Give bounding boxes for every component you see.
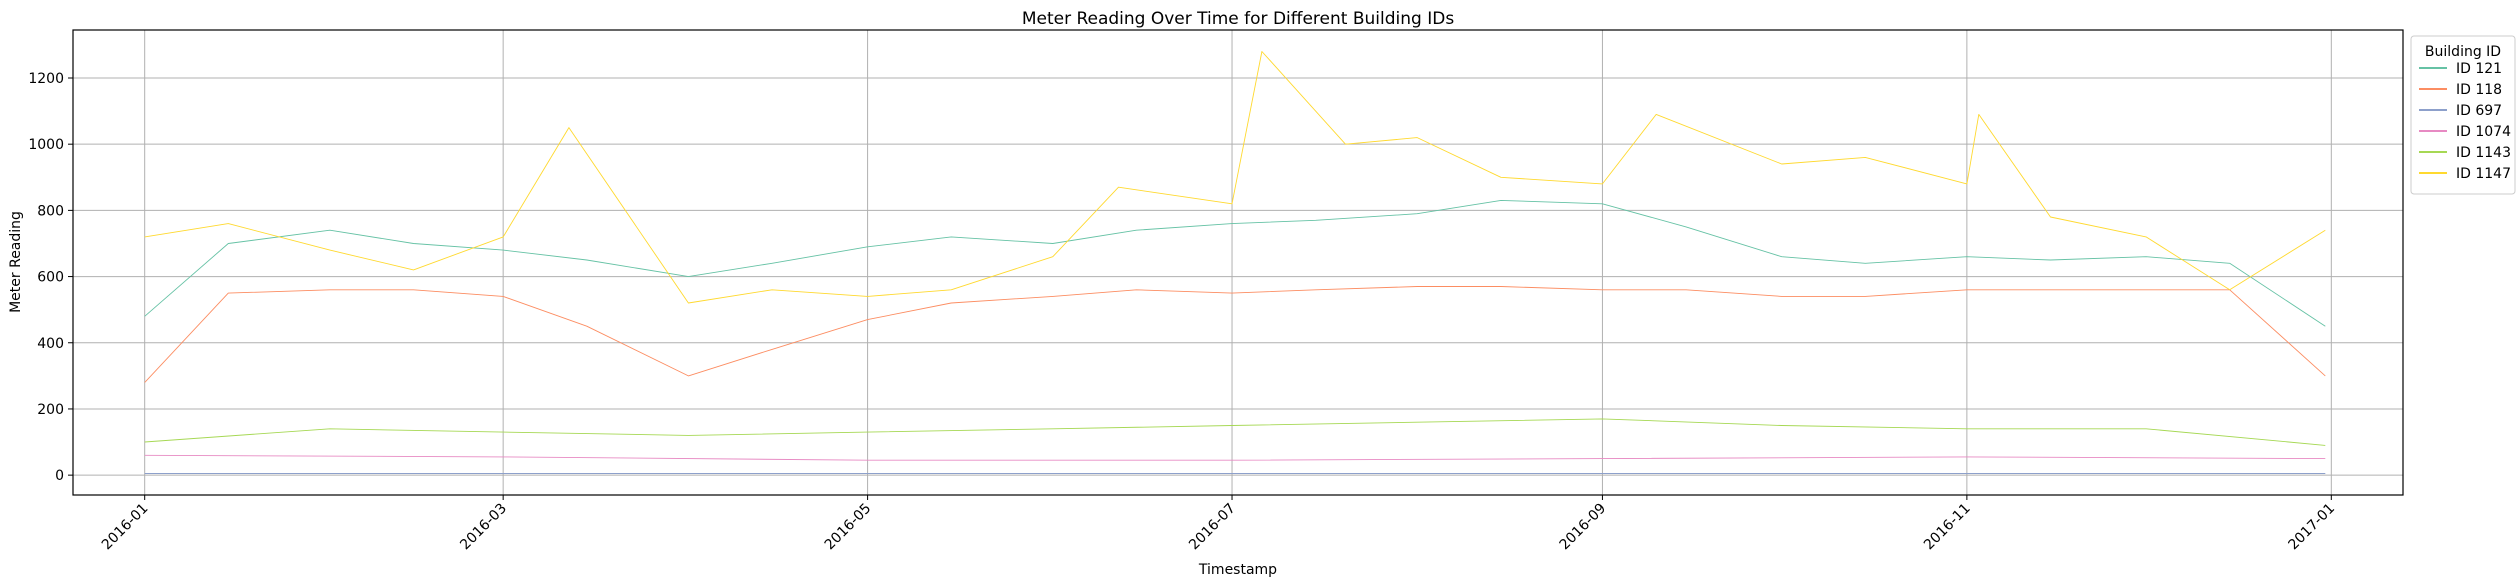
grid <box>73 30 2403 495</box>
series-line-id-1143 <box>144 418 2326 446</box>
series-line-id-1147 <box>144 51 2326 304</box>
series-line-id-118 <box>144 286 2326 383</box>
x-tick-label: 2016-07 <box>1186 501 1239 554</box>
legend-label: ID 1143 <box>2456 145 2511 161</box>
legend-label: ID 118 <box>2456 82 2502 98</box>
y-tick-label: 0 <box>55 468 64 484</box>
y-tick-label: 400 <box>37 336 64 352</box>
y-tick-label: 1000 <box>28 137 64 153</box>
x-tick-label: 2016-03 <box>457 501 510 554</box>
x-axis-label: Timestamp <box>1198 562 1277 578</box>
y-tick-label: 1200 <box>28 71 64 87</box>
x-tick-label: 2016-11 <box>1921 501 1974 554</box>
x-axis: 2016-01 2016-03 2016-05 2016-07 2016-09 2016-… <box>99 495 2338 553</box>
y-axis-label: Meter Reading <box>8 211 24 313</box>
x-tick-label: 2016-01 <box>99 501 152 554</box>
x-tick-label: 2016-09 <box>1557 501 1610 554</box>
y-axis: 0 200 400 600 800 1000 1200 <box>28 71 73 484</box>
plot-frame <box>72 29 2404 496</box>
series-layer <box>144 51 2326 474</box>
series-line-id-121 <box>144 199 2326 327</box>
legend-title: Building ID <box>2425 44 2501 60</box>
x-tick-label: 2017-01 <box>2285 501 2338 554</box>
chart-title: Meter Reading Over Time for Different Bu… <box>1022 9 1455 29</box>
legend-label: ID 1147 <box>2456 166 2511 182</box>
y-tick-label: 200 <box>37 402 64 418</box>
x-tick-label: 2016-05 <box>822 501 875 554</box>
series-line-id-1074 <box>144 454 2326 461</box>
y-tick-label: 600 <box>37 270 64 286</box>
legend-label: ID 121 <box>2456 61 2502 77</box>
legend-label: ID 697 <box>2456 103 2502 119</box>
legend-label: ID 1074 <box>2456 124 2511 140</box>
legend-items: ID 121 ID 118 ID 697 ID 1074 ID 1143 ID 1147 <box>2419 61 2511 182</box>
legend-box <box>2410 35 2516 195</box>
y-tick-label: 800 <box>37 203 64 219</box>
